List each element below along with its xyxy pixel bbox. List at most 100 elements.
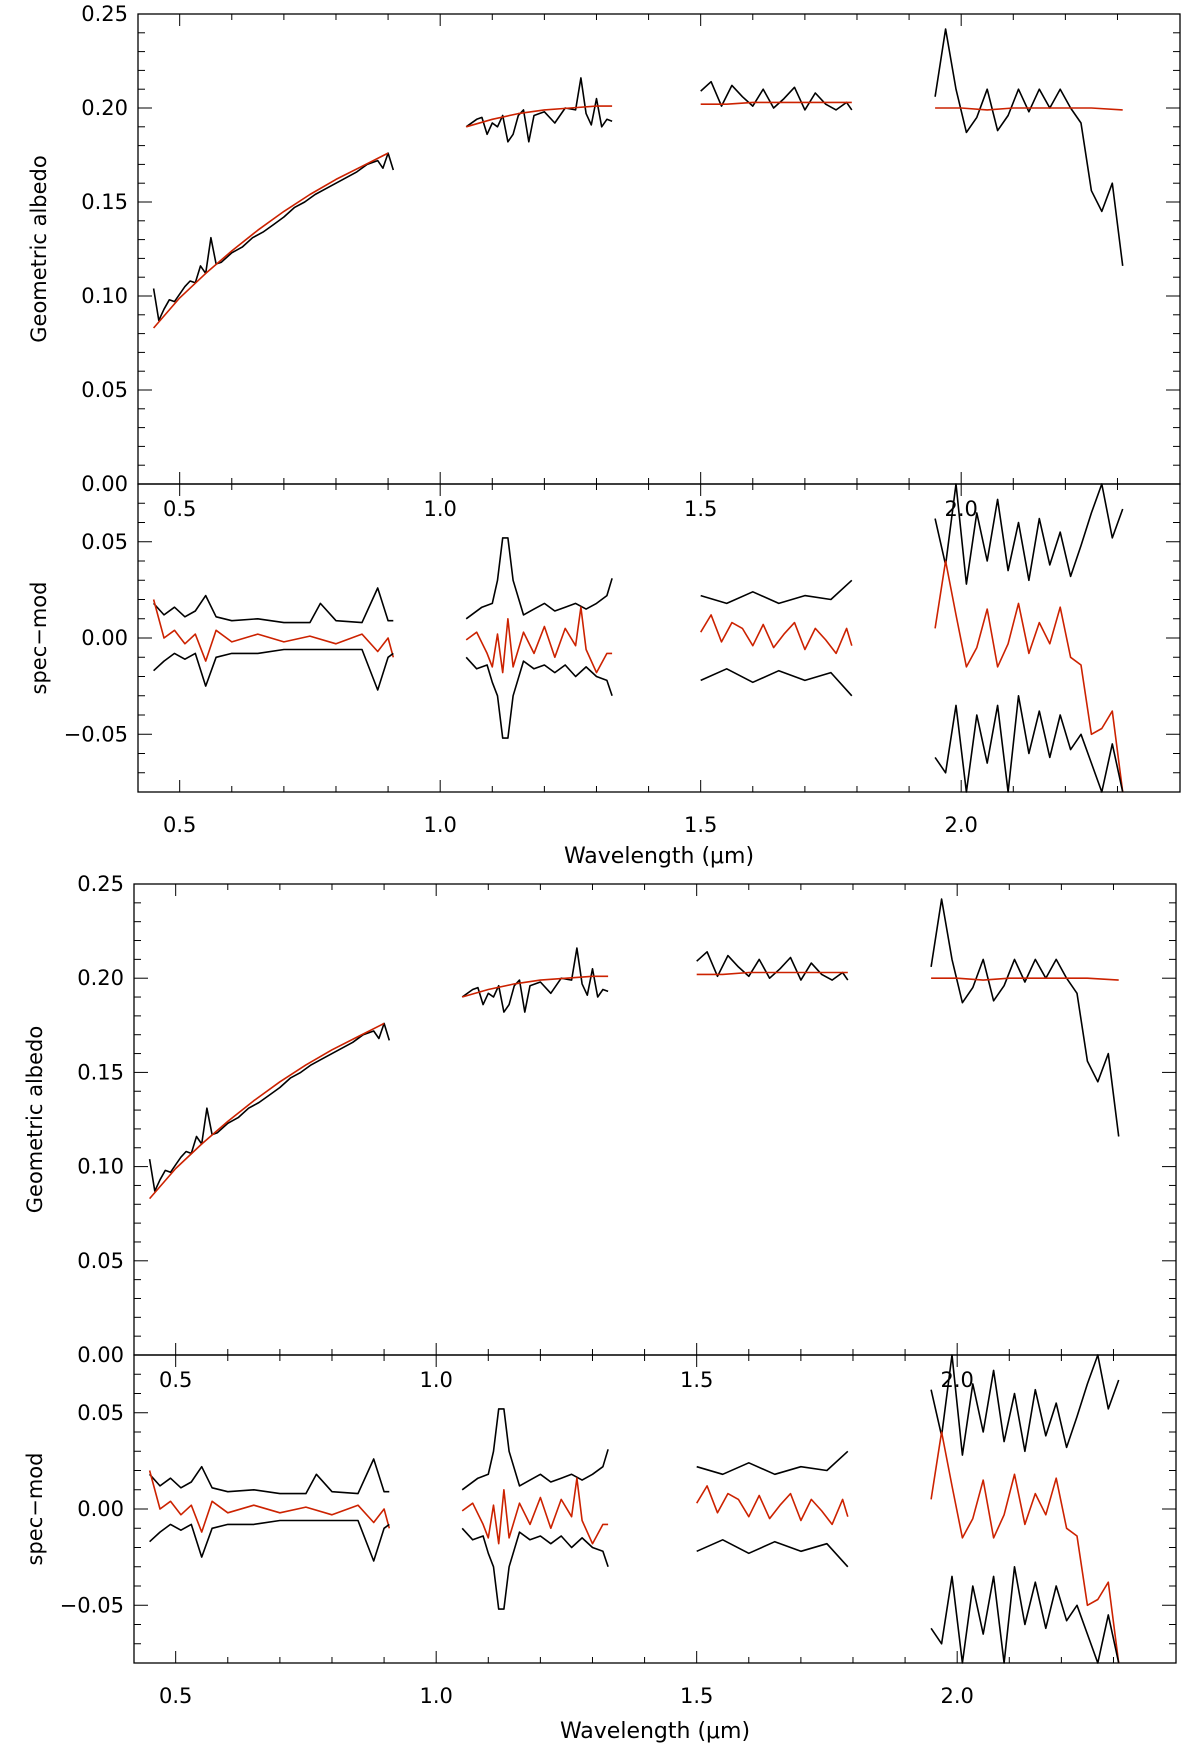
residual-series-lower-envelope: [149, 1519, 1120, 1664]
x-tick-label-inner: 0.5: [163, 497, 196, 521]
x-tick-label: 1.0: [423, 813, 456, 837]
figure-top: 0.5 0.5 1.0 1.0 1.5 1.5 2.0 2.0 0.00 0.05 0.10 0.15…: [27, 2, 1181, 869]
x-tick-label: 2.0: [940, 1684, 973, 1708]
albedo-line-segment: [148, 1022, 385, 1200]
albedo-y-tick-label: 0.10: [77, 1155, 124, 1179]
albedo-line-segment: [152, 152, 389, 329]
x-tick-label-inner: 2.0: [940, 1368, 973, 1392]
residual-series-residual: [148, 1431, 1120, 1664]
albedo-series-spectrum: [152, 28, 1124, 322]
residual-line-segment: [461, 1408, 609, 1491]
albedo-y-axis-label: Geometric albedo: [23, 1026, 47, 1213]
albedo-y-tick-label: 0.05: [81, 378, 128, 402]
residual-line-segment: [930, 1566, 1120, 1664]
albedo-line-segment: [465, 77, 613, 143]
residual-line-segment: [934, 483, 1124, 585]
x-tick-label-inner: 0.5: [159, 1368, 192, 1392]
residual-line-segment: [930, 1354, 1120, 1456]
albedo-plot-frame: [133, 883, 1177, 1356]
albedo-line-segment: [461, 975, 609, 998]
residual-line-segment: [934, 560, 1124, 793]
albedo-line-segment: [700, 80, 853, 111]
albedo-line-segment: [152, 152, 395, 322]
residual-y-axis-label: spec−mod: [27, 582, 51, 695]
albedo-y-ticks: [138, 13, 1180, 485]
residual-line-segment: [465, 606, 613, 674]
x-ticks: [179, 14, 1118, 792]
x-tick-label: 1.5: [680, 1684, 713, 1708]
albedo-y-tick-label: 0.25: [81, 2, 128, 26]
residual-y-tick-label: 0.05: [77, 1401, 124, 1425]
residual-line-segment: [461, 1477, 609, 1545]
albedo-y-ticks: [134, 883, 1176, 1356]
albedo-series-model: [148, 971, 1119, 1200]
x-tick-label: 1.5: [684, 813, 717, 837]
residual-line-segment: [461, 1527, 609, 1610]
residual-y-axis-label: spec−mod: [23, 1453, 47, 1566]
albedo-y-tick-label: 0.15: [81, 190, 128, 214]
albedo-line-segment: [930, 898, 1120, 1137]
residual-series-lower-envelope: [153, 648, 1124, 793]
residual-line-segment: [696, 1450, 849, 1476]
albedo-y-axis-label: Geometric albedo: [27, 155, 51, 342]
residual-y-tick-label: −0.05: [60, 1593, 124, 1617]
albedo-y-tick-label: 0.20: [77, 966, 124, 990]
x-axis-label: Wavelength (μm): [560, 1719, 750, 1744]
albedo-line-segment: [465, 105, 613, 128]
residual-line-segment: [149, 1458, 390, 1495]
residual-line-segment: [149, 1519, 390, 1562]
residual-series-upper-envelope: [149, 1354, 1120, 1495]
residual-line-segment: [465, 537, 613, 620]
residual-line-segment: [153, 587, 394, 624]
residual-line-segment: [934, 694, 1124, 793]
albedo-line-segment: [696, 971, 848, 976]
residual-line-segment: [700, 667, 853, 697]
x-tick-label-inner: 1.5: [680, 1368, 713, 1392]
albedo-line-segment: [700, 101, 852, 105]
residual-line-segment: [148, 1470, 391, 1533]
residual-line-segment: [152, 599, 395, 662]
x-tick-label-inner: 1.0: [419, 1368, 452, 1392]
residual-y-tick-label: 0.00: [77, 1497, 124, 1521]
albedo-line-segment: [935, 107, 1123, 111]
x-tick-label-inner: 1.0: [423, 497, 456, 521]
residual-line-segment: [700, 614, 853, 655]
x-tick-label-inner: 1.5: [684, 497, 717, 521]
albedo-line-segment: [148, 1022, 391, 1192]
residual-y-tick-label: −0.05: [64, 722, 128, 746]
albedo-y-tick-label: 0.05: [77, 1249, 124, 1273]
albedo-line-segment: [934, 28, 1124, 266]
x-axis-label: Wavelength (μm): [564, 844, 754, 869]
residual-line-segment: [465, 656, 613, 739]
residual-line-segment: [930, 1431, 1120, 1664]
albedo-y-tick-label: 0.10: [81, 284, 128, 308]
x-tick-label: 0.5: [163, 813, 196, 837]
residual-line-segment: [696, 1539, 849, 1568]
residual-y-ticks: [138, 502, 1180, 774]
residual-line-segment: [153, 648, 394, 691]
residual-line-segment: [696, 1485, 849, 1526]
albedo-line-segment: [461, 947, 609, 1013]
x-tick-label: 1.0: [419, 1684, 452, 1708]
figure-bottom: 0.5 0.5 1.0 1.0 1.5 1.5 2.0 2.0 0.00 0.05 0.10 0.15…: [23, 872, 1177, 1744]
residual-y-tick-label: 0.00: [81, 626, 128, 650]
residual-y-tick-label: 0.05: [81, 530, 128, 554]
residual-series-residual: [152, 560, 1124, 793]
albedo-y-tick-label: 0.00: [77, 1343, 124, 1367]
albedo-series-spectrum: [148, 898, 1120, 1192]
x-tick-label: 2.0: [944, 813, 977, 837]
residual-series-upper-envelope: [153, 483, 1124, 624]
albedo-line-segment: [696, 950, 849, 981]
residual-line-segment: [700, 579, 853, 605]
residual-y-ticks: [134, 1373, 1176, 1645]
x-tick-label-inner: 2.0: [944, 497, 977, 521]
albedo-y-tick-label: 0.00: [81, 472, 128, 496]
x-tick-label: 0.5: [159, 1684, 192, 1708]
residual-plot-frame: [133, 1354, 1177, 1664]
albedo-y-tick-label: 0.25: [77, 872, 124, 896]
albedo-plot-frame: [137, 13, 1181, 485]
albedo-series-model: [152, 101, 1123, 329]
albedo-line-segment: [931, 977, 1119, 981]
